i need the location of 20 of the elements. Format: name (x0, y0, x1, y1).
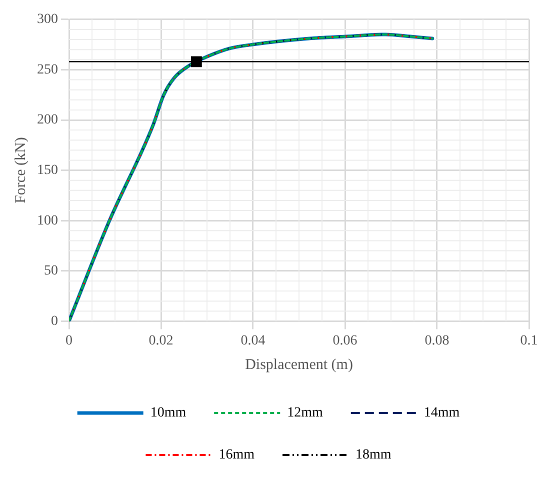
legend-label: 18mm (356, 448, 392, 463)
legend-label: 14mm (424, 406, 460, 421)
y-tick-label: 0 (51, 314, 58, 329)
y-tick-label: 200 (37, 112, 58, 128)
x-tick-label: 0 (66, 333, 72, 348)
x-axis-title: Displacement (m) (245, 356, 353, 373)
legend-label: 10mm (150, 406, 186, 421)
y-tick-label: 50 (44, 264, 58, 279)
y-tick-label: 150 (37, 162, 58, 178)
x-tick-label: 0.04 (240, 333, 266, 348)
legend-label: 12mm (287, 406, 323, 421)
y-tick-label: 100 (37, 213, 58, 228)
x-tick-label: 0.02 (148, 333, 174, 348)
y-axis-title: Force (kN) (12, 137, 29, 204)
legend-label: 16mm (218, 448, 255, 463)
x-tick-label: 0.1 (520, 333, 538, 348)
x-tick-label: 0.06 (332, 333, 358, 348)
x-tick-label: 0.08 (424, 333, 450, 348)
y-tick-label: 300 (37, 12, 58, 28)
y-tick-label: 250 (37, 62, 58, 78)
